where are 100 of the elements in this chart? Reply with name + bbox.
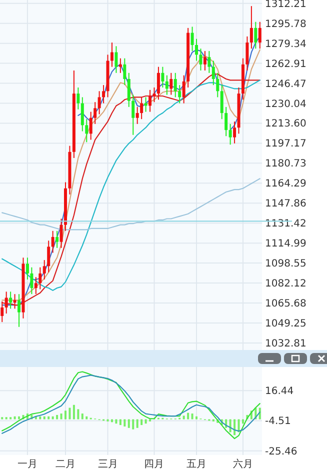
y-tick-label: 1098.55: [265, 258, 306, 270]
candlestick: [26, 257, 29, 280]
bar: [56, 414, 58, 420]
candlestick: [123, 58, 126, 86]
bar: [234, 419, 236, 436]
candlestick: [85, 118, 88, 143]
y-tick-label: 1065.68: [265, 298, 306, 310]
candlestick: [199, 48, 202, 71]
bar: [115, 419, 118, 424]
candlestick: [56, 230, 59, 248]
candlestick: [114, 46, 118, 74]
x-tick-label: 三月: [98, 459, 118, 470]
candlestick: [89, 111, 92, 140]
candlestick: [170, 72, 173, 96]
y-tick-label: 1180.73: [265, 158, 306, 170]
candlestick: [220, 84, 224, 120]
y-tick-label: 1213.60: [265, 118, 306, 130]
candlestick: [195, 38, 198, 62]
candlestick: [208, 50, 211, 74]
bar: [136, 419, 138, 428]
candlestick: [140, 96, 144, 120]
y-tick-label: 1262.91: [265, 58, 306, 70]
candlestick: [174, 72, 177, 98]
candlestick: [13, 294, 16, 310]
y-tick-label: 1147.86: [265, 198, 306, 210]
bar: [196, 416, 198, 420]
y-tick-label: 1197.17: [265, 138, 306, 150]
candlestick: [9, 291, 12, 310]
bar: [242, 419, 244, 424]
candlestick: [148, 89, 152, 112]
candlestick: [0, 300, 4, 323]
candlestick: [161, 66, 164, 88]
candlestick: [190, 26, 194, 52]
bar: [48, 416, 50, 420]
x-tick-label: 二月: [56, 459, 76, 470]
bar: [81, 414, 84, 420]
candlestick: [216, 72, 220, 98]
bar: [72, 404, 75, 420]
y-tick-label: 1230.04: [265, 98, 306, 110]
y-tick-label: 1082.12: [265, 278, 306, 290]
candlestick: [127, 72, 130, 108]
candlestick: [34, 276, 38, 295]
bar: [18, 416, 20, 420]
candlestick: [152, 87, 156, 103]
x-tick-label: 六月: [232, 458, 253, 470]
y-tick-label: -4.51: [265, 416, 291, 428]
candlestick: [182, 74, 186, 104]
candlestick: [258, 21, 262, 50]
bar: [77, 409, 80, 420]
bar: [86, 416, 88, 420]
bar: [64, 410, 66, 420]
y-tick-label: 1114.99: [265, 238, 306, 250]
bar: [258, 408, 261, 420]
bar: [182, 416, 185, 420]
y-tick-label: 1131.42: [265, 218, 306, 230]
bar: [187, 412, 190, 420]
y-tick-label: 1246.47: [265, 78, 306, 90]
candlestick: [60, 218, 63, 248]
candlestick: [203, 50, 206, 71]
candlestick: [118, 58, 122, 74]
candlestick: [110, 42, 114, 68]
bar: [14, 416, 16, 420]
bar: [39, 416, 42, 420]
candlestick: [132, 94, 135, 136]
candlestick: [250, 6, 253, 50]
bar: [52, 416, 54, 420]
candlestick: [136, 106, 139, 124]
bar: [124, 419, 126, 426]
candlestick: [233, 121, 236, 144]
candlestick: [47, 240, 50, 273]
y-tick-label: 1049.25: [265, 318, 306, 330]
candlestick: [76, 87, 80, 110]
bar: [191, 414, 194, 420]
bar: [144, 419, 147, 424]
candlestick: [165, 74, 168, 96]
y-tick-label: 1295.78: [265, 18, 306, 30]
candlestick: [102, 84, 106, 104]
x-tick-label: 一月: [17, 459, 38, 470]
bar: [43, 416, 46, 420]
candlestick: [94, 102, 97, 124]
candlestick: [42, 260, 46, 280]
candlestick: [18, 294, 21, 328]
candlestick: [224, 106, 228, 137]
bar: [60, 414, 62, 420]
x-tick-label: 五月: [186, 459, 206, 470]
candlestick: [246, 36, 249, 71]
bar: [68, 408, 71, 420]
y-tick-label: 1164.29: [265, 178, 306, 190]
y-tick-label: 1279.34: [265, 38, 306, 50]
candlestick: [156, 66, 160, 100]
x-tick-label: 四月: [144, 459, 164, 470]
bar: [140, 419, 143, 426]
y-tick-label: 16.44: [265, 386, 294, 398]
bar: [132, 419, 134, 430]
y-tick-label: 1032.81: [265, 338, 306, 350]
candlestick: [178, 84, 182, 104]
candlestick: [4, 291, 8, 314]
candlestick: [228, 123, 232, 146]
candlestick: [98, 90, 101, 115]
candlestick: [51, 230, 54, 254]
